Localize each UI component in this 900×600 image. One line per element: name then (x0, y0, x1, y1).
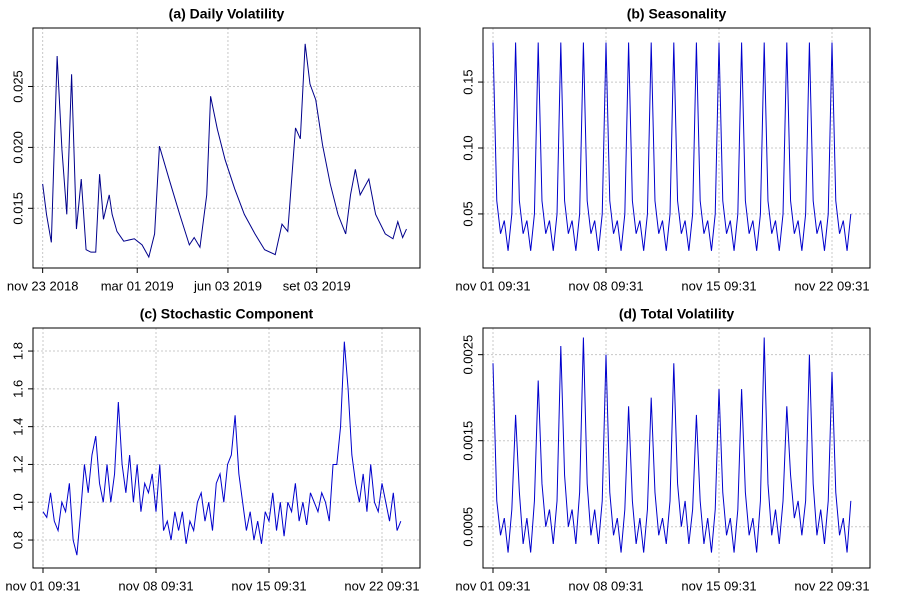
line-series (42, 341, 402, 556)
y-tick-label: 0.0005 (460, 507, 475, 547)
line-series (492, 337, 852, 553)
y-tick-label: 0.020 (10, 131, 25, 164)
x-tick-label: nov 01 09:31 (5, 578, 80, 593)
plot-frame (482, 27, 871, 269)
x-tick-label: nov 22 09:31 (794, 278, 869, 293)
chart-title: (c) Stochastic Component (140, 306, 314, 322)
y-tick-label: 1.6 (10, 380, 25, 398)
x-tick-label: nov 01 09:31 (455, 578, 530, 593)
x-tick-label: nov 15 09:31 (231, 578, 306, 593)
x-tick-label: nov 01 09:31 (455, 278, 530, 293)
x-tick-label: nov 08 09:31 (568, 278, 643, 293)
plot-frame (32, 27, 421, 269)
x-tick-label: nov 08 09:31 (568, 578, 643, 593)
y-tick-label: 0.05 (460, 201, 475, 226)
x-tick-label: nov 22 09:31 (344, 578, 419, 593)
x-tick-label: jun 03 2019 (193, 278, 262, 293)
y-tick-label: 1.2 (10, 455, 25, 473)
chart-title: (a) Daily Volatility (169, 6, 285, 22)
y-tick-label: 1.8 (10, 342, 25, 360)
x-tick-label: nov 22 09:31 (794, 578, 869, 593)
x-tick-label: set 03 2019 (283, 278, 351, 293)
x-tick-label: nov 15 09:31 (681, 578, 756, 593)
x-tick-label: nov 15 09:31 (681, 278, 756, 293)
chart-title: (d) Total Volatility (619, 306, 735, 322)
y-tick-label: 0.025 (10, 70, 25, 103)
chart-title: (b) Seasonality (627, 6, 727, 22)
y-tick-label: 1.4 (10, 418, 25, 436)
plot-frame (32, 327, 421, 569)
y-tick-label: 1.0 (10, 493, 25, 511)
plot-frame (482, 327, 871, 569)
x-tick-label: nov 08 09:31 (118, 578, 193, 593)
y-tick-label: 0.15 (460, 69, 475, 94)
x-tick-label: mar 01 2019 (101, 278, 174, 293)
y-tick-label: 0.015 (10, 192, 25, 225)
y-tick-label: 0.8 (10, 531, 25, 549)
y-tick-label: 0.0025 (460, 335, 475, 375)
y-tick-label: 0.0015 (460, 421, 475, 461)
y-tick-label: 0.10 (460, 135, 475, 160)
x-tick-label: nov 23 2018 (7, 278, 79, 293)
line-series (492, 42, 852, 251)
line-series (42, 43, 407, 259)
